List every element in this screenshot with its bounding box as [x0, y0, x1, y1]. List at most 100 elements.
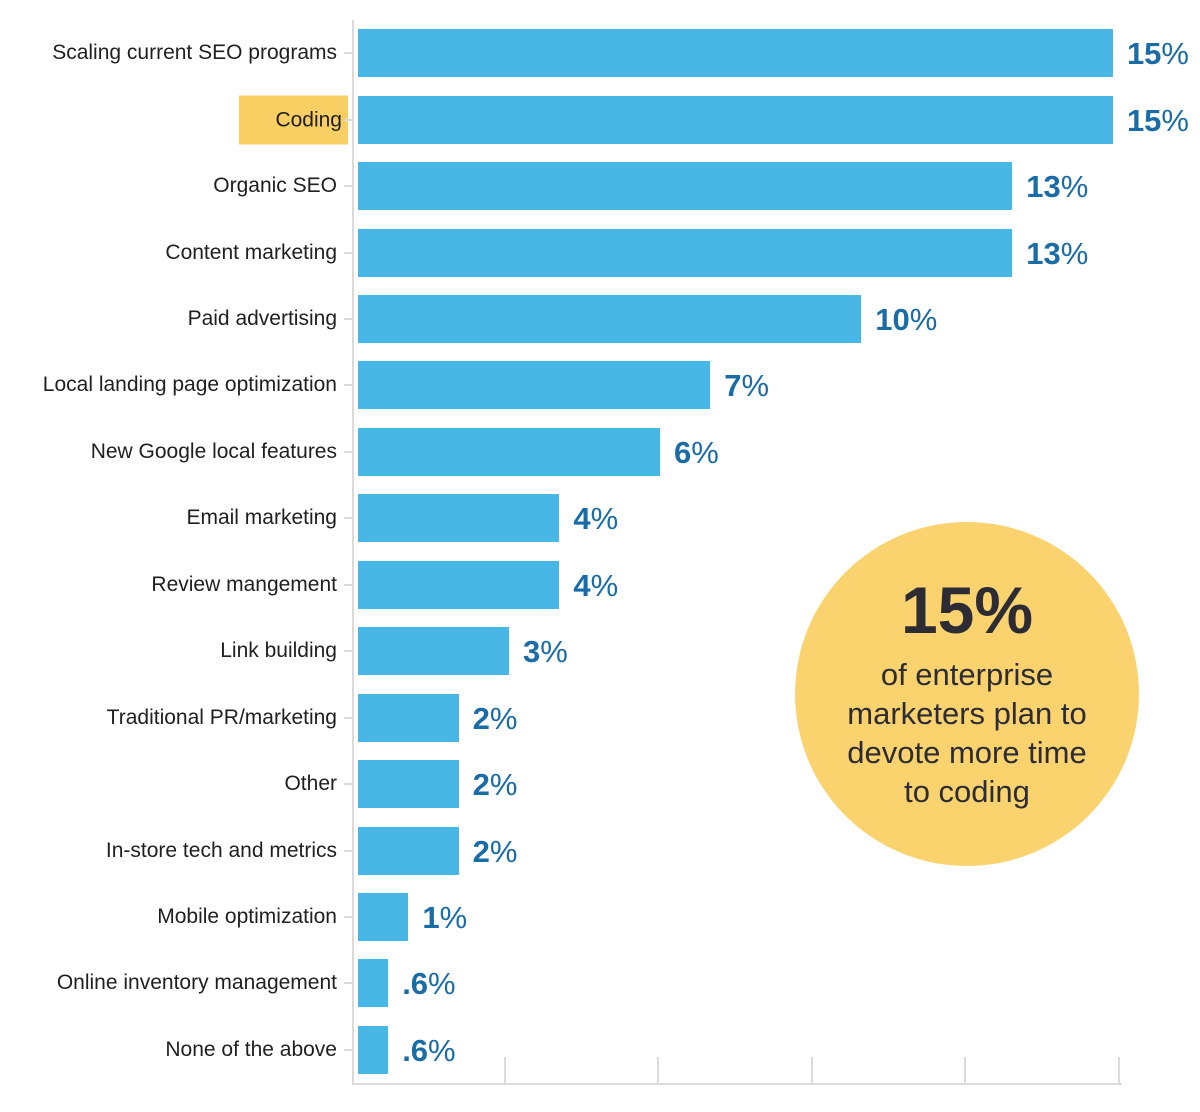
value-number: 4	[573, 567, 591, 603]
value-unit: %	[741, 368, 770, 404]
x-axis-tick	[503, 1057, 506, 1083]
value-label: 1%	[422, 900, 467, 936]
value-label: 13%	[1026, 236, 1088, 272]
x-axis-tick	[657, 1057, 660, 1083]
category-label: Traditional PR/marketing	[106, 705, 337, 729]
value-number: 13	[1026, 169, 1061, 205]
value-label: 6%	[674, 435, 719, 471]
bar	[358, 95, 1113, 144]
bar	[358, 427, 660, 476]
value-number: 15	[1126, 36, 1162, 72]
category-label: Review mangement	[151, 572, 337, 596]
category-label: New Google local features	[90, 439, 337, 463]
value-unit: %	[1060, 169, 1089, 205]
category-label: In-store tech and metrics	[105, 838, 337, 862]
y-axis-tick	[344, 583, 352, 586]
value-label: 15%	[1127, 103, 1189, 139]
x-axis-tick	[810, 1057, 813, 1083]
y-axis-tick	[344, 915, 352, 918]
y-axis-tick	[344, 52, 352, 55]
value-unit: %	[1060, 235, 1089, 271]
callout-text-line: marketers plan to	[847, 696, 1087, 731]
value-label: 2%	[473, 767, 518, 803]
value-unit: %	[691, 434, 719, 470]
y-axis-tick	[344, 716, 352, 719]
value-label: 4%	[573, 501, 618, 537]
value-unit: %	[428, 966, 456, 1002]
bar	[358, 228, 1013, 277]
value-number: .6	[402, 1032, 429, 1068]
value-unit: %	[489, 700, 518, 736]
value-label: 15%	[1127, 36, 1189, 72]
bar	[358, 361, 711, 410]
value-unit: %	[540, 634, 568, 670]
category-label: Email marketing	[186, 506, 337, 530]
category-label: None of the above	[165, 1037, 337, 1061]
bar	[358, 826, 459, 875]
value-number: 1	[422, 899, 440, 935]
value-number: 3	[522, 634, 541, 670]
value-unit: %	[1161, 102, 1189, 138]
value-label: 2%	[473, 701, 518, 737]
bar	[358, 29, 1113, 78]
y-axis-tick	[344, 450, 352, 453]
category-label: Content marketing	[165, 240, 337, 264]
bar	[358, 892, 409, 941]
value-number: .6	[402, 966, 429, 1002]
bar	[358, 494, 560, 543]
value-number: 4	[573, 501, 591, 537]
bar	[358, 760, 459, 809]
y-axis-tick	[344, 517, 352, 520]
value-number: 6	[673, 434, 692, 470]
value-number: 10	[875, 301, 910, 337]
value-number: 2	[472, 767, 490, 803]
category-label: Local landing page optimization	[42, 373, 337, 397]
value-label: 2%	[473, 834, 518, 870]
y-axis-tick	[344, 384, 352, 387]
category-label-highlighted: Coding	[239, 95, 348, 145]
bar	[358, 1025, 389, 1074]
category-label: Organic SEO	[213, 174, 337, 198]
callout-text-line: to coding	[904, 774, 1030, 809]
value-label: 4%	[573, 568, 618, 604]
category-label: Mobile optimization	[157, 904, 337, 928]
value-unit: %	[590, 567, 619, 603]
category-label: Other	[284, 772, 337, 796]
value-label: 7%	[724, 368, 769, 404]
x-axis-tick	[964, 1057, 967, 1083]
y-axis-tick	[344, 650, 352, 653]
value-unit: %	[428, 1032, 456, 1068]
value-unit: %	[909, 301, 938, 337]
value-unit: %	[439, 899, 468, 935]
x-axis-tick	[1118, 1057, 1120, 1083]
value-number: 2	[472, 700, 490, 736]
category-label: Paid advertising	[187, 306, 337, 330]
y-axis-tick	[344, 1048, 352, 1051]
value-unit: %	[489, 767, 518, 803]
y-axis-tick	[344, 118, 352, 121]
value-label: 3%	[523, 634, 568, 670]
value-label: 10%	[875, 302, 937, 338]
y-axis-tick	[344, 783, 352, 786]
value-number: 13	[1026, 235, 1061, 271]
bar	[358, 627, 509, 676]
bar	[358, 294, 862, 343]
value-number: 2	[472, 833, 490, 869]
value-unit: %	[590, 501, 619, 537]
value-unit: %	[489, 833, 518, 869]
y-axis-tick	[344, 317, 352, 320]
category-label: Link building	[220, 639, 337, 663]
callout-circle: 15% of enterprise marketers plan to devo…	[795, 522, 1139, 866]
value-unit: %	[1161, 36, 1189, 72]
bar	[358, 693, 459, 742]
callout-text-line: devote more time	[847, 735, 1087, 770]
value-number: 15	[1126, 102, 1162, 138]
callout-text-line: of enterprise	[880, 657, 1054, 692]
y-axis-tick	[344, 185, 352, 188]
category-label: Scaling current SEO programs	[52, 41, 337, 65]
value-label: 13%	[1026, 169, 1088, 205]
y-axis-tick	[344, 251, 352, 254]
value-label: .6%	[402, 966, 455, 1002]
bar	[358, 560, 560, 609]
